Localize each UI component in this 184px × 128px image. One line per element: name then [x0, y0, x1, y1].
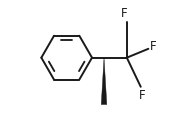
Text: F: F — [139, 89, 145, 102]
Text: F: F — [150, 40, 156, 53]
Text: F: F — [121, 7, 128, 20]
Polygon shape — [101, 58, 107, 105]
